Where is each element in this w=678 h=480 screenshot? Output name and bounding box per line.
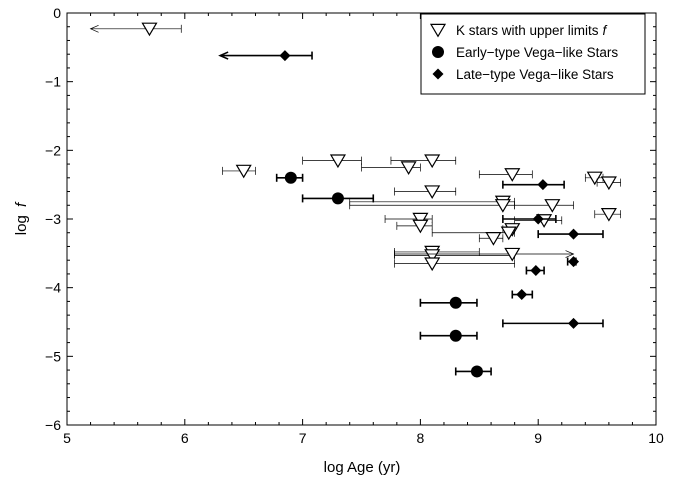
y-tick-label: −4	[45, 280, 61, 296]
legend-label: K stars with upper limits f	[456, 23, 608, 38]
point-marker	[424, 257, 441, 272]
error-arrow-left	[218, 51, 229, 60]
error-arrow-right	[565, 250, 575, 258]
point-marker	[424, 185, 441, 200]
point-marker	[504, 168, 521, 182]
data-point	[302, 154, 362, 169]
point-marker	[485, 232, 502, 246]
point-marker	[412, 219, 429, 234]
x-tick-label: 6	[181, 430, 189, 446]
y-tick-label: −5	[45, 348, 61, 364]
point-marker	[516, 289, 528, 301]
point-marker	[544, 199, 561, 213]
point-marker	[470, 365, 483, 378]
point-marker	[449, 296, 462, 309]
data-point	[384, 212, 433, 227]
y-tick-label: −6	[45, 417, 61, 433]
point-marker	[424, 154, 441, 169]
point-marker	[331, 192, 344, 205]
data-point	[394, 249, 515, 263]
point-marker	[412, 212, 429, 227]
point-marker	[329, 154, 346, 169]
point-marker	[532, 213, 544, 225]
data-point	[222, 164, 256, 179]
data-point	[394, 247, 575, 262]
data-point	[218, 50, 313, 62]
point-marker	[504, 247, 521, 262]
data-point	[349, 199, 515, 213]
data-point	[396, 219, 433, 234]
point-marker	[235, 164, 252, 179]
x-tick-label: 7	[299, 430, 307, 446]
x-tick-label: 8	[417, 430, 425, 446]
y-tick-label: −1	[45, 74, 61, 90]
point-marker	[568, 228, 580, 240]
y-tick-label: −3	[45, 211, 61, 227]
data-point	[454, 365, 492, 378]
data-point	[301, 192, 375, 205]
point-marker	[530, 265, 542, 276]
point-marker	[568, 317, 580, 329]
data-point	[419, 296, 478, 309]
point-marker	[600, 207, 617, 222]
point-marker	[537, 179, 549, 191]
point-marker	[141, 22, 158, 37]
data-point	[478, 168, 533, 182]
data-point	[584, 171, 604, 186]
marks-layer	[89, 22, 622, 378]
x-tick-label: 9	[534, 430, 542, 446]
data-point	[502, 317, 604, 329]
point-marker	[400, 161, 417, 175]
data-point	[566, 256, 580, 268]
y-tick-label: −2	[45, 142, 61, 158]
data-point	[596, 176, 622, 191]
data-point	[537, 228, 604, 240]
legend-marker	[432, 46, 444, 58]
y-axis-label-italic: f	[13, 201, 30, 207]
point-marker	[500, 226, 517, 241]
x-tick-label: 5	[63, 430, 71, 446]
point-marker	[586, 171, 603, 186]
x-tick-label: 10	[648, 430, 664, 446]
data-point	[478, 232, 504, 246]
error-arrow-left	[89, 24, 99, 33]
data-point	[511, 289, 534, 301]
data-point	[594, 207, 622, 222]
y-tick-label: 0	[53, 5, 61, 21]
legend-label-italic: f	[603, 23, 608, 38]
point-marker	[279, 50, 291, 62]
x-axis-label: log Age (yr)	[324, 459, 401, 476]
legend-label: Late−type Vega−like Stars	[456, 67, 614, 82]
data-point	[514, 199, 574, 213]
data-point	[275, 171, 304, 184]
data-point	[89, 22, 182, 37]
point-marker	[284, 171, 297, 184]
data-point	[419, 329, 478, 342]
point-marker	[494, 199, 511, 213]
legend-items: K stars with upper limits f Early−type Veg…	[429, 23, 618, 82]
legend-label: Early−type Vega−like Stars	[456, 45, 618, 60]
data-point	[394, 257, 515, 272]
legend-marker	[429, 23, 447, 38]
point-marker	[449, 329, 462, 342]
ticks-layer: 5 6 7 8 9 10 0 −1 −2 −3 −4 −5 −6	[45, 5, 664, 446]
point-marker	[600, 176, 617, 191]
data-point	[502, 213, 557, 225]
legend-frame	[420, 13, 646, 95]
data-point	[431, 226, 517, 241]
data-point	[361, 161, 421, 175]
data-point	[525, 265, 545, 276]
point-marker	[424, 249, 441, 263]
point-marker	[568, 256, 580, 268]
legend-marker	[432, 68, 444, 80]
y-axis-label: log f	[13, 201, 30, 235]
data-point	[394, 185, 457, 200]
data-point	[390, 154, 457, 169]
legend: K stars with upper limits f Early−type Veg…	[420, 13, 646, 95]
data-point	[502, 179, 565, 191]
y-axis-label-main: log	[13, 215, 30, 235]
